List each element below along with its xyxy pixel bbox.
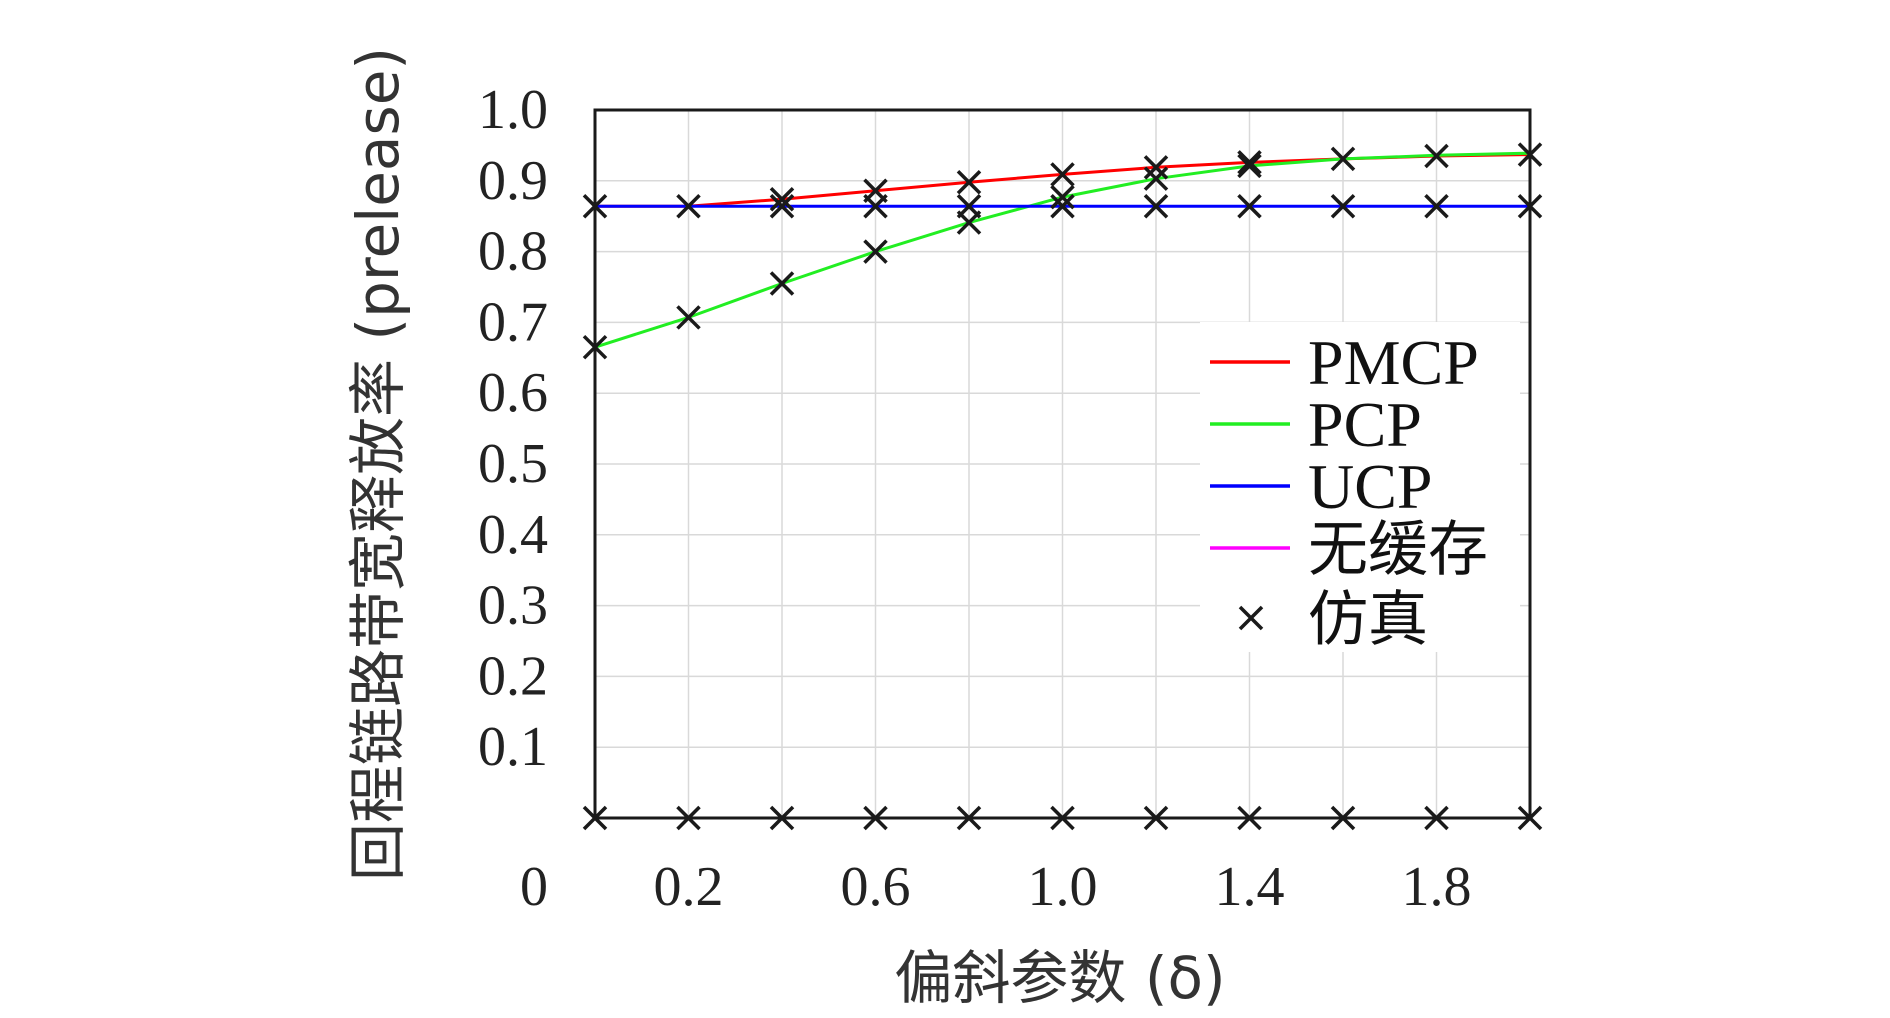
y-tick-label: 0.8 [478, 221, 548, 283]
tick-labels: 0 0.1 0.2 0.3 0.4 0.5 0.6 0.7 0.8 0.9 1.0 0.2 0.6 1.0… [478, 79, 1472, 918]
simulation-marker [1143, 194, 1169, 219]
y-tick-label: 0.9 [478, 150, 548, 212]
legend-label-2: UCP [1308, 451, 1433, 522]
simulation-marker [1050, 194, 1075, 219]
x-tick-label: 1.0 [1028, 856, 1098, 918]
simulation-marker [676, 305, 701, 330]
y-tick-label: 0 [520, 856, 548, 918]
x-axis-title: 偏斜参数 (δ) [894, 944, 1225, 1012]
y-tick-label: 0.4 [478, 504, 548, 566]
y-tick-label: 0.5 [478, 433, 548, 495]
legend-swatch-simulation [1238, 605, 1264, 631]
simulation-marker [956, 169, 982, 195]
legend-label-1: PCP [1308, 389, 1422, 460]
y-tick-label: 1.0 [478, 79, 548, 141]
simulation-marker [1424, 143, 1449, 169]
y-tick-label: 0.3 [478, 575, 548, 637]
simulation-marker [769, 186, 795, 212]
x-tick-label: 0.6 [841, 856, 911, 918]
simulation-marker [1237, 150, 1262, 175]
x-tick-label: 1.4 [1215, 856, 1285, 918]
simulation-marker [769, 194, 795, 219]
y-tick-label: 0.2 [478, 645, 548, 707]
simulation-marker [1143, 155, 1169, 180]
simulation-marker [1330, 194, 1356, 219]
simulation-marker [1237, 194, 1262, 219]
simulation-marker [1237, 153, 1262, 179]
simulation-marker [863, 239, 888, 264]
y-tick-label: 0.7 [478, 291, 548, 353]
simulation-marker [1050, 184, 1075, 210]
plot-frame [593, 108, 1532, 820]
simulation-marker [1330, 146, 1356, 172]
x-tick-label: 1.8 [1402, 856, 1472, 918]
legend-label-0: PMCP [1308, 327, 1479, 398]
simulation-marker [769, 271, 795, 296]
x-tick-label: 0.2 [654, 856, 724, 918]
simulation-marker [676, 194, 701, 219]
y-axis-title: 回程链路带宽释放率 (prelease) [344, 47, 412, 881]
y-tick-label: 0.6 [478, 362, 548, 424]
y-tick-label: 0.1 [478, 716, 548, 778]
legend-label-3: 无缓存 [1308, 515, 1488, 585]
simulation-marker [1143, 166, 1169, 191]
legend-label-simulation: 仿真 [1308, 585, 1428, 655]
simulation-marker [956, 194, 982, 219]
simulation-marker [1050, 162, 1075, 187]
simulation-marker [1424, 194, 1449, 219]
simulation-marker [863, 194, 888, 219]
